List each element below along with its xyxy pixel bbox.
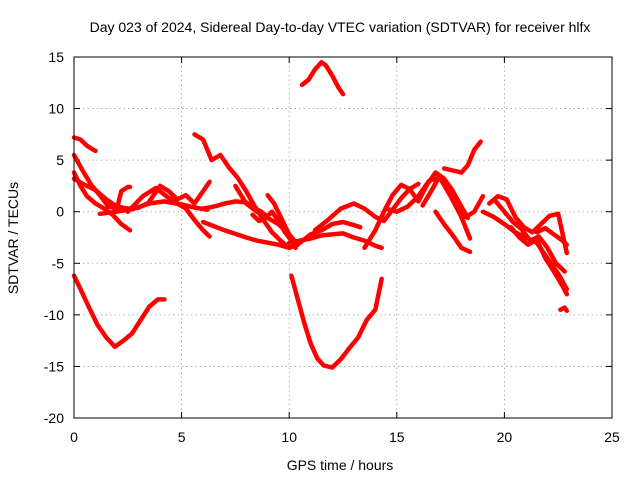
y-tick-label: 0: [56, 204, 64, 220]
y-axis-label: SDTVAR / TECUs: [5, 182, 21, 294]
y-tick-label: 10: [48, 101, 64, 117]
x-tick-label: 0: [70, 429, 78, 445]
series-arc-21: [420, 173, 486, 220]
series-arc-16: [289, 273, 384, 370]
tick-layer: 0 5 10 15 20 25 -20 -15 -10 -5 0 5 10 15: [44, 49, 620, 445]
y-tick-label: 5: [56, 152, 64, 168]
y-tick-label: -5: [52, 255, 65, 271]
y-tick-label: -15: [44, 358, 64, 374]
series-arc-1: [71, 135, 98, 154]
x-tick-label: 20: [497, 429, 513, 445]
grid-layer: [74, 57, 612, 418]
y-tick-label: -20: [44, 410, 64, 426]
plot-frame: [73, 56, 613, 419]
series-arc-2: [71, 170, 133, 233]
x-tick-label: 5: [178, 429, 186, 445]
x-tick-label: 15: [389, 429, 405, 445]
series-arc-6: [97, 199, 210, 217]
y-tick-label: 15: [48, 49, 64, 65]
x-tick-label: 10: [281, 429, 297, 445]
series-arc-7: [147, 179, 212, 206]
x-axis-label: GPS time / hours: [287, 457, 394, 473]
series-arc-3: [71, 152, 133, 211]
series-arc-14: [265, 192, 296, 245]
x-tick-label: 25: [604, 429, 620, 445]
chart-title: Day 023 of 2024, Sidereal Day-to-day VTE…: [90, 19, 591, 35]
series-arc-22: [441, 139, 483, 175]
series-layer: [71, 59, 570, 370]
series-arc-28: [534, 225, 570, 247]
series-arc-18: [312, 181, 421, 233]
series-arc-5: [71, 273, 167, 350]
y-tick-label: -10: [44, 307, 64, 323]
series-arc-27: [508, 224, 570, 297]
series-arc-25: [480, 209, 570, 292]
series-arc-29: [558, 305, 570, 313]
series-arc-26: [493, 199, 567, 274]
series-arc-17: [299, 59, 346, 97]
series-arc-9: [192, 132, 301, 251]
series-arc-23: [433, 209, 473, 255]
series-arc-24: [487, 193, 570, 256]
series-arc-8: [125, 185, 212, 239]
